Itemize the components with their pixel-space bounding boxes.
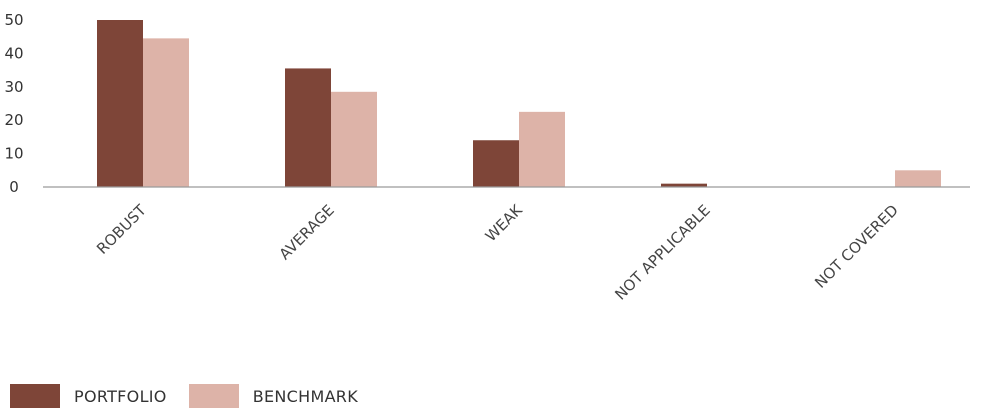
y-tick-label: 40 bbox=[4, 44, 23, 62]
legend-label-portfolio: PORTFOLIO bbox=[74, 386, 167, 406]
legend-label-benchmark: BENCHMARK bbox=[252, 386, 359, 406]
x-category-label: WEAK bbox=[482, 200, 527, 245]
x-category-label: NOT APPLICABLE bbox=[611, 201, 713, 303]
bar-portfolio-3 bbox=[661, 183, 707, 187]
bar-benchmark-4 bbox=[895, 170, 941, 187]
legend-swatch-benchmark bbox=[188, 384, 239, 408]
y-tick-label: 10 bbox=[4, 145, 23, 163]
legend-swatch-portfolio bbox=[10, 384, 60, 408]
x-category-label: ROBUST bbox=[93, 201, 150, 258]
bar-portfolio-0 bbox=[97, 20, 143, 187]
x-category-label: AVERAGE bbox=[276, 201, 338, 263]
y-tick-label: 30 bbox=[4, 78, 23, 96]
legend-item-benchmark: BENCHMARK bbox=[188, 384, 359, 408]
y-tick-label: 0 bbox=[9, 178, 19, 196]
bar-benchmark-0 bbox=[143, 38, 189, 188]
bar-portfolio-1 bbox=[285, 68, 331, 187]
bar-benchmark-2 bbox=[519, 111, 565, 187]
y-tick-label: 50 bbox=[4, 11, 23, 29]
y-tick-label: 20 bbox=[4, 111, 23, 129]
legend-item-portfolio: PORTFOLIO bbox=[10, 384, 167, 408]
x-category-label: NOT COVERED bbox=[811, 201, 902, 292]
bar-benchmark-1 bbox=[331, 91, 377, 187]
bar-chart: 0 10 20 30 40 50 ROBUST AVERAGE WEAK NOT APPLICAB… bbox=[4, 11, 970, 304]
legend: PORTFOLIO BENCHMARK bbox=[10, 384, 380, 408]
bar-portfolio-2 bbox=[473, 140, 519, 187]
